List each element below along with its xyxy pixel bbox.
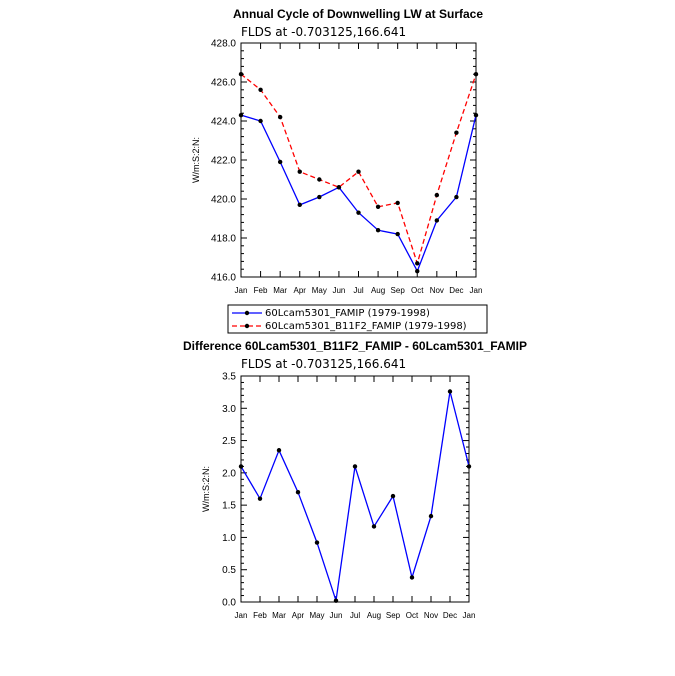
top-xtick-label: Jan bbox=[470, 286, 483, 295]
top-xtick-label: Mar bbox=[273, 286, 287, 295]
bottom-series-1-point bbox=[295, 490, 301, 495]
bottom-xtick-label: May bbox=[309, 611, 324, 620]
top-xtick-label: May bbox=[312, 286, 327, 295]
bottom-series-1-point bbox=[447, 389, 453, 394]
top-series-line-2 bbox=[240, 73, 477, 266]
bottom-xtick-label: Feb bbox=[253, 611, 267, 620]
top-series-1-point bbox=[454, 194, 459, 200]
bottom-series-1-point bbox=[314, 540, 320, 545]
top-xtick-label: Aug bbox=[371, 286, 385, 295]
bottom-xtick-label: Sep bbox=[386, 611, 401, 620]
top-series-1-point bbox=[473, 112, 479, 118]
bottom-ytick-label: 3.5 bbox=[222, 372, 236, 383]
bottom-xtick-label: Jan bbox=[463, 611, 476, 620]
bottom-xtick-label: Apr bbox=[292, 611, 305, 620]
bottom-ytick-label: 1.5 bbox=[222, 501, 236, 512]
top-series-1-point bbox=[317, 194, 322, 200]
bottom-series-1-point bbox=[276, 448, 282, 453]
bottom-ytick-label: 0.5 bbox=[222, 565, 236, 576]
top-series-2-point bbox=[317, 177, 322, 182]
bottom-xtick-label: Jan bbox=[235, 611, 248, 620]
top-series-1-point bbox=[375, 228, 381, 233]
top-series-2-point bbox=[277, 114, 283, 120]
legend-label-series-1: 60Lcam5301_FAMIP (1979-1998) bbox=[265, 308, 430, 319]
top-ytick-label: 424.0 bbox=[211, 117, 236, 128]
bottom-series-1-point bbox=[352, 464, 358, 469]
bottom-series-line-1 bbox=[240, 391, 470, 601]
top-series-1-point bbox=[356, 210, 361, 215]
top-xtick-label: Dec bbox=[449, 286, 463, 295]
top-xtick-label: Jul bbox=[353, 286, 363, 295]
bottom-xtick-label: Aug bbox=[367, 611, 381, 620]
top-ytick-label: 416.0 bbox=[211, 273, 236, 284]
top-series-1-point bbox=[415, 268, 420, 274]
bottom-series-1-point bbox=[390, 493, 396, 499]
bottom-ytick-label: 2.5 bbox=[222, 436, 236, 447]
top-xtick-label: Sep bbox=[391, 286, 406, 295]
bottom-xtick-label: Jun bbox=[330, 611, 343, 620]
top-series-line-1 bbox=[240, 114, 477, 273]
bottom-xtick-label: Mar bbox=[272, 611, 286, 620]
legend-marker-series-1 bbox=[244, 310, 250, 316]
top-chart-subtitle: FLDS at -0.703125,166.641 bbox=[241, 25, 406, 39]
bottom-series-1-point bbox=[428, 513, 434, 519]
bottom-series-1-point bbox=[238, 464, 244, 469]
top-panel: Annual Cycle of Downwelling LW at Surfac… bbox=[191, 7, 483, 295]
top-series-2-point bbox=[356, 169, 361, 174]
top-series-2-point bbox=[454, 130, 459, 135]
top-series-2-point bbox=[238, 72, 244, 77]
top-plot-frame bbox=[240, 42, 477, 278]
bottom-xtick-label: Oct bbox=[406, 611, 419, 620]
top-series-2-point bbox=[297, 169, 302, 174]
top-series-2-point bbox=[395, 200, 400, 206]
bottom-ytick-label: 0.0 bbox=[222, 598, 236, 609]
top-series-1-point bbox=[258, 118, 263, 124]
top-series-2-point bbox=[336, 185, 342, 190]
bottom-ytick-label: 1.0 bbox=[222, 533, 236, 544]
legend-label-series-2: 60Lcam5301_B11F2_FAMIP (1979-1998) bbox=[265, 321, 467, 332]
top-ytick-label: 422.0 bbox=[211, 156, 236, 167]
top-series-2-point bbox=[434, 192, 440, 198]
bottom-series-1-point bbox=[257, 496, 263, 501]
bottom-series-1-point bbox=[371, 524, 377, 529]
legend-marker-series-2 bbox=[244, 323, 250, 329]
top-series-2-point bbox=[375, 204, 381, 209]
top-xtick-label: Nov bbox=[430, 286, 444, 295]
top-xtick-label: Jan bbox=[235, 286, 248, 295]
top-series-1-point bbox=[395, 231, 400, 237]
top-series-1-point bbox=[434, 218, 440, 223]
bottom-chart-subtitle: FLDS at -0.703125,166.641 bbox=[241, 357, 406, 371]
bottom-panel: Difference 60Lcam5301_B11F2_FAMIP - 60Lc… bbox=[183, 339, 527, 620]
bottom-y-axis-label: W/m:S:2:N: bbox=[201, 466, 211, 512]
bottom-series-1-point bbox=[466, 464, 472, 469]
bottom-plot-frame bbox=[240, 375, 470, 603]
top-ytick-label: 426.0 bbox=[211, 78, 236, 89]
bottom-ytick-label: 3.0 bbox=[222, 404, 236, 415]
top-xtick-label: Oct bbox=[411, 286, 424, 295]
top-xtick-label: Jun bbox=[332, 286, 345, 295]
top-y-axis-label: W/m:S:2:N: bbox=[191, 137, 201, 183]
top-series-2-point bbox=[473, 72, 479, 77]
top-chart-title: Annual Cycle of Downwelling LW at Surfac… bbox=[233, 7, 483, 21]
top-series-1-point bbox=[297, 202, 302, 208]
top-series-2-point bbox=[415, 261, 420, 266]
bottom-xtick-label: Dec bbox=[443, 611, 457, 620]
bottom-ytick-label: 2.0 bbox=[222, 468, 236, 479]
top-xtick-label: Feb bbox=[254, 286, 268, 295]
bottom-xtick-label: Nov bbox=[424, 611, 438, 620]
bottom-series-1-point bbox=[333, 598, 339, 603]
legend-frame bbox=[227, 304, 488, 334]
bottom-series-1-point bbox=[409, 575, 415, 580]
top-ytick-label: 420.0 bbox=[211, 195, 236, 206]
bottom-xtick-label: Jul bbox=[350, 611, 360, 620]
top-xtick-label: Apr bbox=[294, 286, 307, 295]
top-ytick-label: 428.0 bbox=[211, 39, 236, 50]
top-series-1-point bbox=[238, 112, 244, 118]
top-series-2-point bbox=[258, 87, 263, 93]
bottom-chart-title: Difference 60Lcam5301_B11F2_FAMIP - 60Lc… bbox=[183, 339, 527, 353]
top-series-1-point bbox=[277, 159, 283, 165]
top-legend: 60Lcam5301_FAMIP (1979-1998) 60Lcam5301_… bbox=[227, 304, 488, 334]
top-ytick-label: 418.0 bbox=[211, 234, 236, 245]
